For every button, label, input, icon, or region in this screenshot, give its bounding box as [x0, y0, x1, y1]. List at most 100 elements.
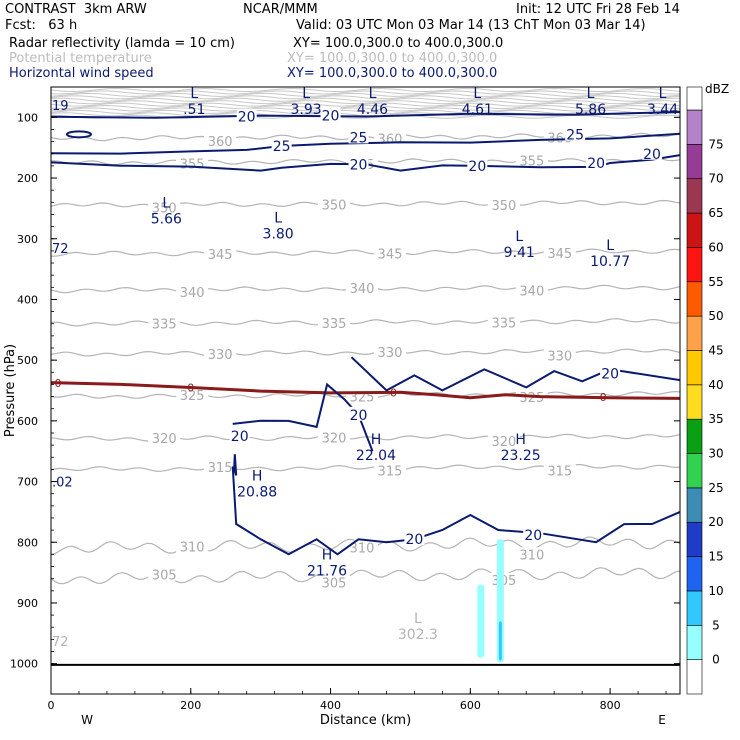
theta-upper-band — [50, 107, 681, 112]
wind-contour-label: 20 — [322, 109, 340, 125]
org-label: NCAR/MMM — [243, 2, 318, 17]
colorbar-box — [686, 624, 703, 660]
theta-label-bg — [318, 430, 351, 444]
colorbar-level-label: 65 — [708, 206, 723, 220]
theta-label-330: 330 — [378, 346, 403, 361]
wind-label-bg — [467, 157, 488, 172]
theta-upper-band — [50, 109, 681, 114]
theta-label-bg — [148, 200, 181, 214]
wind-label-bg — [229, 428, 250, 443]
extremum-letter: H — [515, 432, 526, 448]
theta-label-310: 310 — [350, 541, 375, 556]
theta-label-bg — [204, 460, 237, 474]
extremum-value: 9.41 — [504, 245, 535, 261]
field-reflectivity-xy: XY= 100.0,300.0 to 400.0,300.0 — [293, 36, 504, 51]
x-tick-label: 800 — [600, 699, 621, 712]
wind-label-bg — [642, 145, 663, 160]
theta-label-bg — [487, 197, 520, 211]
theta-label-bg — [176, 387, 209, 401]
colorbar-level-label: 60 — [708, 240, 723, 254]
wind-label-bg — [600, 365, 621, 380]
wind-label-bg — [565, 126, 586, 141]
theta-label-345: 345 — [547, 247, 572, 262]
y-tick-label: 400 — [17, 293, 38, 306]
extremum-value: 302.3 — [398, 627, 438, 643]
theta-label-bg — [515, 283, 548, 297]
colorbar-box — [686, 487, 703, 523]
y-tick-label: 600 — [17, 415, 38, 428]
theta-label-310: 310 — [180, 541, 205, 556]
theta-label-305: 305 — [152, 569, 177, 584]
colorbar-box — [686, 178, 703, 214]
colorbar-box — [686, 384, 703, 420]
theta-label-bg — [204, 347, 237, 361]
wind-label-bg — [404, 531, 425, 546]
colorbar-level-label: 55 — [708, 275, 723, 289]
theta-label-bg — [543, 348, 576, 362]
wind-contour-label: 25 — [350, 130, 368, 146]
wind-label-bg — [320, 107, 341, 122]
theta-label-340: 340 — [519, 285, 544, 300]
colorbar-box — [686, 659, 703, 695]
theta-upper-band — [50, 95, 681, 100]
theta-label-bg — [515, 153, 548, 167]
wind-label-bg — [348, 129, 369, 144]
edge-label: 72 — [52, 635, 69, 650]
theta-label-360: 360 — [208, 135, 233, 150]
wind-contour-25 — [50, 132, 681, 155]
extremum-letter: L — [659, 86, 667, 102]
extremum-value: 22.04 — [356, 448, 396, 464]
theta-label-bg — [543, 463, 576, 477]
y-tick-label: 700 — [17, 476, 38, 489]
wind-label-bg — [586, 154, 607, 169]
theta-label-305: 305 — [322, 576, 347, 591]
theta-label-315: 315 — [547, 464, 572, 479]
y-tick-label: 100 — [17, 111, 38, 124]
theta-label-325: 325 — [519, 391, 544, 406]
colorbar-level-label: 70 — [708, 172, 723, 186]
y-tick-label: 800 — [17, 536, 38, 549]
colorbar-unit: dBZ — [705, 82, 729, 96]
theta-upper-band — [50, 102, 681, 107]
field-wind-xy: XY= 100.0,300.0 to 400.0,300.0 — [287, 66, 498, 81]
init-time: Init: 12 UTC Fri 28 Feb 14 — [516, 2, 680, 17]
wind-label-bg — [523, 526, 544, 541]
wind-contour-label: 25 — [566, 127, 584, 143]
extremum-letter: L — [414, 611, 422, 627]
extremum-letter: L — [606, 238, 614, 254]
extremum-value: 4.46 — [357, 102, 388, 118]
extremum-letter: L — [473, 86, 481, 102]
theta-label-320: 320 — [322, 432, 347, 447]
wind-label-bg — [348, 406, 369, 421]
theta-label-bg — [487, 315, 520, 329]
colorbar-level-label: 0 — [712, 653, 720, 667]
reflectivity-cell — [477, 584, 485, 658]
wind-contour-label: 20 — [350, 158, 368, 174]
theta-label-bg — [176, 284, 209, 298]
theta-label-bg — [204, 246, 237, 260]
wind-contour-label: 20 — [350, 408, 368, 424]
x-tick-label: 400 — [320, 699, 341, 712]
theta-label-bg — [318, 316, 351, 330]
theta-label-335: 335 — [152, 318, 177, 333]
theta-label-350: 350 — [491, 199, 516, 214]
colorbar-box — [686, 247, 703, 283]
extremum-letter: H — [322, 547, 333, 563]
model-title: CONTRAST 3km ARW — [5, 2, 147, 17]
colorbar-level-label: 35 — [708, 412, 723, 426]
theta-label-335: 335 — [491, 317, 516, 332]
theta-label-315: 315 — [208, 461, 233, 476]
extremum-letter: L — [587, 86, 595, 102]
theta-label-340: 340 — [180, 286, 205, 301]
colorbar-level-label: 75 — [708, 137, 723, 151]
colorbar-level-label: 10 — [708, 584, 723, 598]
colorbar-level-label: 20 — [708, 515, 723, 529]
wind-contour-25 — [50, 111, 681, 119]
freezing-level-line — [50, 381, 681, 400]
freezing-level-label: 0 — [54, 377, 61, 390]
extremum-value: 21.76 — [307, 563, 347, 579]
x-tick-label: 0 — [48, 699, 55, 712]
theta-label-bg — [373, 246, 406, 260]
theta-label-bg — [204, 133, 237, 147]
